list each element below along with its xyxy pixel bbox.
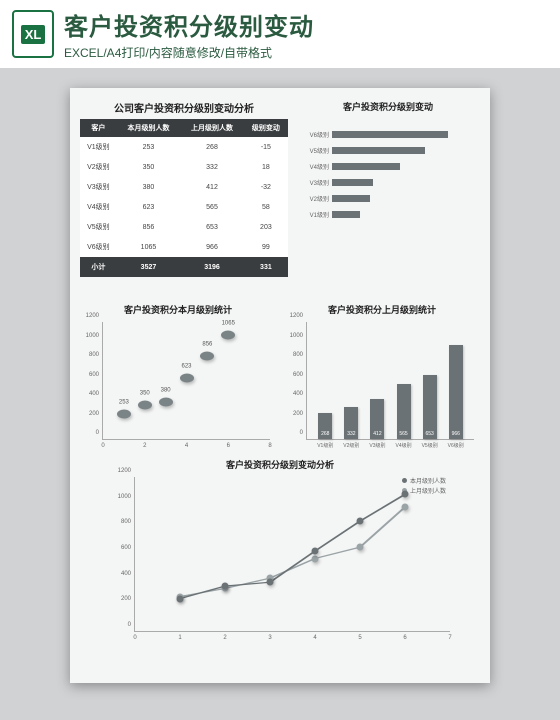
hbar-row: V6级别	[302, 130, 474, 139]
hbar-row: V2级别	[302, 194, 474, 203]
table-total-row: 小计35273196331	[80, 257, 288, 277]
scatter-dot: 350	[138, 400, 152, 409]
hbar-title: 客户投资积分级别变动	[296, 98, 480, 119]
vbar-bar: 966	[449, 345, 463, 439]
vbar-bar: 332	[344, 407, 358, 439]
document-preview: 公司客户投资积分级别变动分析 客户本月级别人数上月级别人数级别变动 V1级别25…	[70, 88, 490, 683]
table-row: V4级别62356558	[80, 197, 288, 217]
scatter-dot: 623	[180, 374, 194, 383]
vbar-bar: 565	[397, 384, 411, 439]
table-header-cell: 上月级别人数	[180, 119, 244, 137]
line-title: 客户投资积分级别变动分析	[110, 456, 450, 477]
file-title: 客户投资积分级别变动	[64, 7, 314, 42]
vbar-chart-panel: 客户投资积分上月级别统计 020040060080010001200268V1级…	[284, 301, 480, 446]
table-header-cell: 客户	[80, 119, 117, 137]
excel-icon: XL	[12, 10, 54, 58]
vbar-bar: 653	[423, 375, 437, 439]
line-point	[312, 548, 319, 555]
line-point	[177, 595, 184, 602]
table-row: V1级别253268-15	[80, 137, 288, 157]
table-row: V3级别380412-32	[80, 177, 288, 197]
hbar-bar	[332, 147, 425, 154]
file-header: XL 客户投资积分级别变动 EXCEL/A4打印/内容随意修改/自带格式	[0, 0, 560, 68]
table-row: V2级别35033218	[80, 157, 288, 177]
line-point	[402, 491, 409, 498]
table-header-cell: 本月级别人数	[117, 119, 181, 137]
hbar-row: V4级别	[302, 162, 474, 171]
hbar-bar	[332, 195, 370, 202]
line-point	[357, 544, 364, 551]
scatter-chart-panel: 客户投资积分本月级别统计 020040060080010001200024682…	[80, 301, 276, 446]
hbar-row: V1级别	[302, 210, 474, 219]
line-point	[357, 518, 364, 525]
line-point	[312, 555, 319, 562]
scatter-title: 客户投资积分本月级别统计	[80, 301, 276, 322]
vbar-bar: 412	[370, 399, 384, 439]
scatter-dot: 380	[159, 397, 173, 406]
data-table-panel: 公司客户投资积分级别变动分析 客户本月级别人数上月级别人数级别变动 V1级别25…	[80, 98, 288, 293]
line-point	[222, 583, 229, 590]
scatter-dot: 856	[200, 351, 214, 360]
vbar-bar: 268	[318, 413, 332, 439]
hbar-row: V3级别	[302, 178, 474, 187]
file-subtitle: EXCEL/A4打印/内容随意修改/自带格式	[64, 44, 314, 61]
line-point	[267, 579, 274, 586]
scatter-dot: 1065	[221, 331, 235, 340]
line-chart-panel: 客户投资积分级别变动分析 本月级别人数 上月级别人数 0200400600800…	[80, 456, 480, 651]
hbar-bar	[332, 211, 360, 218]
table-row: V5级别856653203	[80, 217, 288, 237]
table-header-cell: 级别变动	[244, 119, 288, 137]
table-title: 公司客户投资积分级别变动分析	[80, 98, 288, 119]
data-table: 客户本月级别人数上月级别人数级别变动 V1级别253268-15V2级别3503…	[80, 119, 288, 277]
hbar-chart-panel: 客户投资积分级别变动 V6级别 V5级别 V4级别 V3级别 V2级别 V1级别	[296, 98, 480, 293]
hbar-row: V5级别	[302, 146, 474, 155]
line-point	[402, 504, 409, 511]
hbar-bar	[332, 179, 373, 186]
table-row: V6级别106596699	[80, 237, 288, 257]
vbar-title: 客户投资积分上月级别统计	[284, 301, 480, 322]
hbar-bar	[332, 163, 400, 170]
hbar-bar	[332, 131, 448, 138]
scatter-dot: 253	[117, 410, 131, 419]
